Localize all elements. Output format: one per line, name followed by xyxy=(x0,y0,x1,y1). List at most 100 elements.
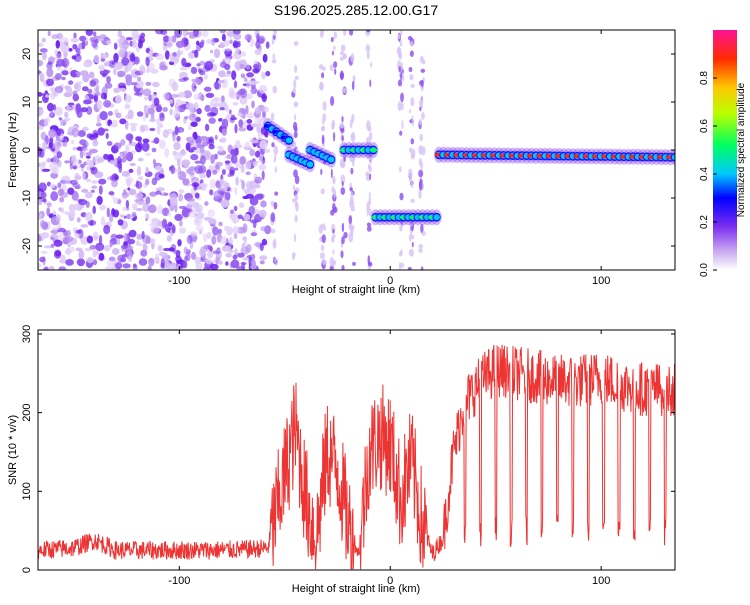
colorbar-label: Normalized spectral amplitude xyxy=(736,82,747,217)
noise-blob xyxy=(206,38,212,44)
noise-blob xyxy=(137,243,145,247)
noise-blob xyxy=(148,94,153,102)
noise-blob xyxy=(203,86,212,92)
streak-blob xyxy=(419,133,424,142)
streak-blob xyxy=(331,50,334,56)
noise-blob xyxy=(225,261,229,266)
noise-blob xyxy=(204,201,209,207)
noise-blob xyxy=(91,180,98,184)
colorbar-gradient xyxy=(713,30,737,270)
noise-blob xyxy=(92,249,97,258)
streak-blob xyxy=(291,140,297,149)
streak-blob xyxy=(369,79,372,88)
streak-blob xyxy=(349,187,353,192)
noise-blob xyxy=(228,236,233,246)
streak-blob xyxy=(352,261,356,266)
streak-blob xyxy=(411,148,416,158)
noise-blob xyxy=(38,59,44,67)
noise-blob xyxy=(72,43,78,50)
noise-blob xyxy=(42,51,47,61)
noise-blob xyxy=(203,73,208,80)
streak-blob xyxy=(421,95,424,106)
noise-blob xyxy=(58,117,62,121)
noise-blob xyxy=(242,257,250,261)
streak-blob xyxy=(341,222,345,233)
noise-blob xyxy=(195,225,204,231)
streak-blob xyxy=(293,131,298,139)
noise-blob xyxy=(155,187,165,192)
noise-blob xyxy=(234,123,238,134)
colorbar-tick-label: 0.4 xyxy=(699,167,710,181)
noise-blob xyxy=(145,57,150,67)
noise-blob xyxy=(142,202,150,212)
streak-blob xyxy=(420,223,424,234)
streak-blob xyxy=(341,116,344,123)
streak-blob xyxy=(333,61,338,68)
noise-blob xyxy=(142,112,146,122)
noise-blob xyxy=(188,201,193,206)
streak-blob xyxy=(420,266,424,270)
noise-blob xyxy=(164,262,173,270)
streak-blob xyxy=(366,30,371,33)
noise-blob xyxy=(156,125,161,135)
noise-blob xyxy=(96,157,105,163)
noise-blob xyxy=(169,196,178,207)
noise-blob xyxy=(121,170,131,177)
noise-blob xyxy=(139,64,146,75)
noise-blob xyxy=(243,77,248,82)
noise-blob xyxy=(119,214,125,218)
ridge-peak xyxy=(369,148,378,152)
noise-blob xyxy=(114,61,118,72)
noise-blob xyxy=(138,258,148,266)
y-tick-label: 0 xyxy=(21,147,33,153)
streak-blob xyxy=(410,41,414,47)
noise-blob xyxy=(263,148,271,153)
noise-blob xyxy=(221,78,228,89)
streak-blob xyxy=(400,30,403,36)
noise-blob xyxy=(242,223,248,234)
noise-blob xyxy=(230,116,238,121)
streak-blob xyxy=(349,119,353,129)
noise-blob xyxy=(168,99,174,104)
noise-blob xyxy=(245,171,251,176)
noise-blob xyxy=(219,107,226,111)
noise-blob xyxy=(207,244,213,250)
noise-blob xyxy=(186,168,192,174)
noise-blob xyxy=(265,70,271,77)
noise-blob xyxy=(78,250,85,260)
streak-blob xyxy=(408,168,413,177)
noise-blob xyxy=(148,223,154,227)
noise-blob xyxy=(148,50,154,57)
noise-blob xyxy=(164,147,170,158)
streak-blob xyxy=(293,233,297,243)
snr-series-line xyxy=(38,344,675,570)
noise-blob xyxy=(199,247,206,257)
streak-blob xyxy=(271,142,275,148)
noise-blob xyxy=(154,172,162,181)
noise-blob xyxy=(149,191,157,197)
noise-blob xyxy=(76,47,81,57)
noise-blob xyxy=(220,137,227,143)
noise-blob xyxy=(246,112,255,119)
noise-blob xyxy=(237,112,242,117)
noise-blob xyxy=(171,35,177,43)
streak-blob xyxy=(367,163,371,170)
noise-blob xyxy=(124,93,132,104)
noise-blob xyxy=(141,142,150,152)
noise-blob xyxy=(262,53,268,63)
streak-blob xyxy=(333,45,336,51)
noise-blob xyxy=(202,233,208,242)
noise-blob xyxy=(245,160,252,170)
noise-blob xyxy=(125,74,133,82)
noise-blob xyxy=(239,63,245,69)
noise-blob xyxy=(128,229,137,238)
noise-blob xyxy=(234,167,239,171)
noise-blob xyxy=(155,253,160,262)
noise-blob xyxy=(237,214,243,220)
noise-blob xyxy=(48,265,55,270)
streak-blob xyxy=(348,215,353,225)
noise-blob xyxy=(74,175,82,180)
noise-blob xyxy=(185,102,195,111)
noise-blob xyxy=(145,235,151,244)
noise-blob xyxy=(253,183,261,189)
